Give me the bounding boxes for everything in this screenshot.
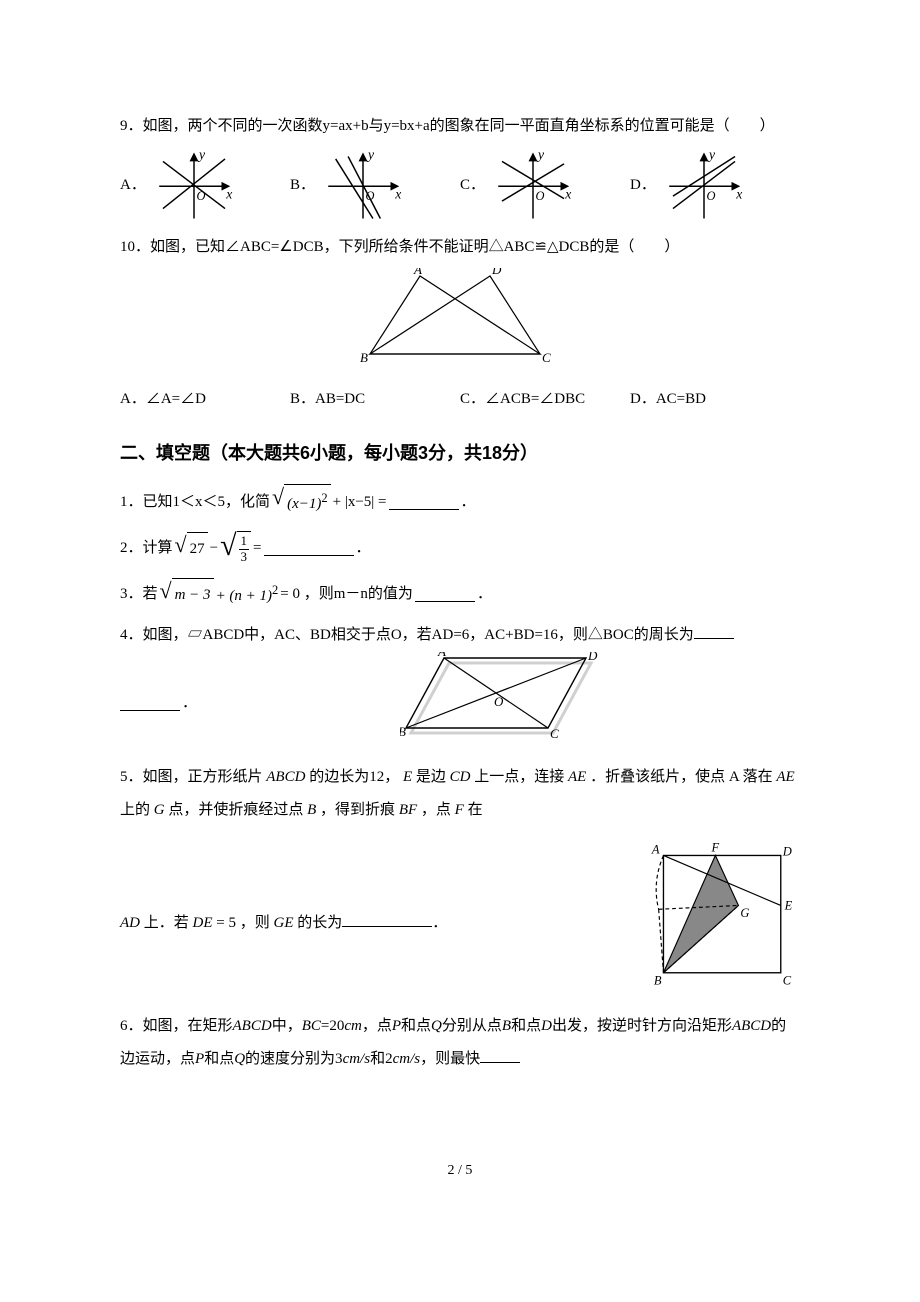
blank-field[interactable] — [415, 587, 475, 602]
blank-field[interactable] — [389, 495, 459, 510]
blank-field[interactable] — [120, 696, 180, 711]
svg-text:B: B — [360, 350, 368, 365]
sqrt-icon: √ 27 — [175, 532, 208, 566]
svg-text:B: B — [654, 973, 662, 987]
svg-text:G: G — [740, 906, 749, 920]
q10-choice-C: C．∠ACB=∠DBC — [460, 383, 630, 416]
svg-text:y: y — [366, 149, 375, 162]
f6-t1: 6．如图，在矩形 — [120, 1018, 233, 1034]
f2-eq: = — [253, 532, 261, 565]
svg-text:C: C — [783, 973, 792, 987]
fill-1: 1．已知1＜x＜5，化简 √ (x−1)2 + |x−5| = ． — [120, 484, 800, 521]
f2-suffix: ． — [356, 532, 371, 565]
f2-minus: − — [210, 532, 218, 565]
parallelogram-icon: A D B C O — [400, 652, 600, 742]
svg-text:O: O — [494, 694, 504, 709]
q9-label-B: B． — [290, 169, 315, 202]
question-9: 9．如图，两个不同的一次函数y=ax+b与y=bx+a的图象在同一平面直角坐标系… — [120, 110, 800, 221]
f5-t1: 5．如图，正方形纸片 — [120, 769, 266, 785]
q9-choice-D: D． x y O — [630, 149, 800, 221]
svg-text:O: O — [706, 189, 715, 203]
f4-text: 4．如图，▱ABCD中，AC、BD相交于点O，若AD=6，AC+BD=16，则△… — [120, 627, 694, 643]
f1-prefix: 1．已知1＜x＜5，化简 — [120, 486, 270, 519]
sqrt-icon: √ m − 3 — [160, 578, 214, 612]
svg-text:A: A — [651, 843, 660, 857]
svg-text:x: x — [564, 187, 571, 202]
f2-prefix: 2．计算 — [120, 532, 173, 565]
q9-text: 9．如图，两个不同的一次函数y=ax+b与y=bx+a的图象在同一平面直角坐标系… — [120, 110, 800, 143]
sqrt-icon: √ (x−1)2 — [272, 484, 331, 521]
sqrt-icon: √ 1 3 — [220, 531, 251, 567]
fraction-icon: 1 3 — [239, 534, 250, 564]
svg-text:x: x — [735, 187, 742, 202]
blank-field[interactable] — [264, 541, 354, 556]
blank-field[interactable] — [342, 912, 432, 927]
svg-text:C: C — [542, 350, 551, 365]
q10-choice-D: D．AC=BD — [630, 383, 800, 416]
chart-axes-icon: x y O — [487, 149, 579, 221]
q10-choices: A．∠A=∠D B．AB=DC C．∠ACB=∠DBC D．AC=BD — [120, 383, 800, 416]
fill-2: 2．计算 √ 27 − √ 1 3 = ． — [120, 531, 800, 567]
svg-text:y: y — [197, 149, 206, 162]
q9-choice-B: B． x y O — [290, 149, 460, 221]
q10-choice-B: B．AB=DC — [290, 383, 460, 416]
chart-axes-icon: x y O — [148, 149, 240, 221]
triangle-pair-icon: A D B C — [360, 268, 560, 366]
question-10: 10．如图，已知∠ABC=∠DCB，下列所给条件不能证明△ABC≌△DCB的是（… — [120, 231, 800, 416]
svg-text:D: D — [491, 268, 502, 277]
fill-5: 5．如图，正方形纸片 ABCD 的边长为12， E 是边 CD 上一点，连接 A… — [120, 761, 800, 1004]
q10-choice-A: A．∠A=∠D — [120, 383, 290, 416]
f5-figure: A D B C F E G — [650, 843, 800, 1004]
chart-axes-icon: x y O — [658, 149, 750, 221]
svg-text:A: A — [413, 268, 422, 277]
q9-choice-C: C． x y O — [460, 149, 630, 221]
svg-text:D: D — [587, 652, 598, 663]
svg-text:y: y — [536, 149, 545, 162]
svg-text:B: B — [400, 724, 406, 739]
q10-text: 10．如图，已知∠ABC=∠DCB，下列所给条件不能证明△ABC≌△DCB的是（… — [120, 231, 800, 264]
q10-figure: A D B C — [120, 268, 800, 379]
chart-axes-icon: x y O — [317, 149, 409, 221]
f3-eq: = 0 ，则m－n的值为 — [280, 578, 413, 611]
f1-suffix: ． — [461, 486, 476, 519]
section-2-title: 二、填空题（本大题共6小题，每小题3分，共18分） — [120, 434, 800, 474]
page-number: 2 / 5 — [120, 1156, 800, 1187]
svg-text:D: D — [782, 844, 792, 858]
f4-suffix: ． — [182, 687, 197, 720]
f3-prefix: 3．若 — [120, 578, 158, 611]
svg-text:E: E — [784, 898, 793, 912]
f3-suffix: ． — [477, 578, 492, 611]
q9-label-D: D． — [630, 169, 656, 202]
square-fold-icon: A D B C F E G — [650, 843, 800, 991]
f4-figure: A D B C O — [400, 652, 600, 755]
svg-text:F: F — [711, 843, 720, 855]
q9-label-C: C． — [460, 169, 485, 202]
f1-rest: + |x−5| = — [333, 486, 387, 519]
svg-text:A: A — [437, 652, 446, 659]
q9-choices: A． x y O B． x y O — [120, 149, 800, 221]
svg-text:y: y — [707, 149, 716, 162]
svg-text:O: O — [535, 189, 544, 203]
svg-text:C: C — [550, 726, 559, 741]
blank-field[interactable] — [480, 1048, 520, 1063]
fill-6: 6．如图，在矩形ABCD中，BC=20cm，点P和点Q分别从点B和点D出发，按逆… — [120, 1010, 800, 1076]
q9-choice-A: A． x y O — [120, 149, 290, 221]
svg-text:x: x — [225, 187, 232, 202]
fill-3: 3．若 √ m − 3 + (n + 1)2 = 0 ，则m－n的值为 ． — [120, 577, 800, 613]
svg-text:x: x — [394, 187, 401, 202]
fill-4: 4．如图，▱ABCD中，AC、BD相交于点O，若AD=6，AC+BD=16，则△… — [120, 619, 800, 755]
blank-field[interactable] — [694, 624, 734, 639]
q9-label-A: A． — [120, 169, 146, 202]
f3-plus: + (n + 1)2 — [216, 577, 279, 613]
